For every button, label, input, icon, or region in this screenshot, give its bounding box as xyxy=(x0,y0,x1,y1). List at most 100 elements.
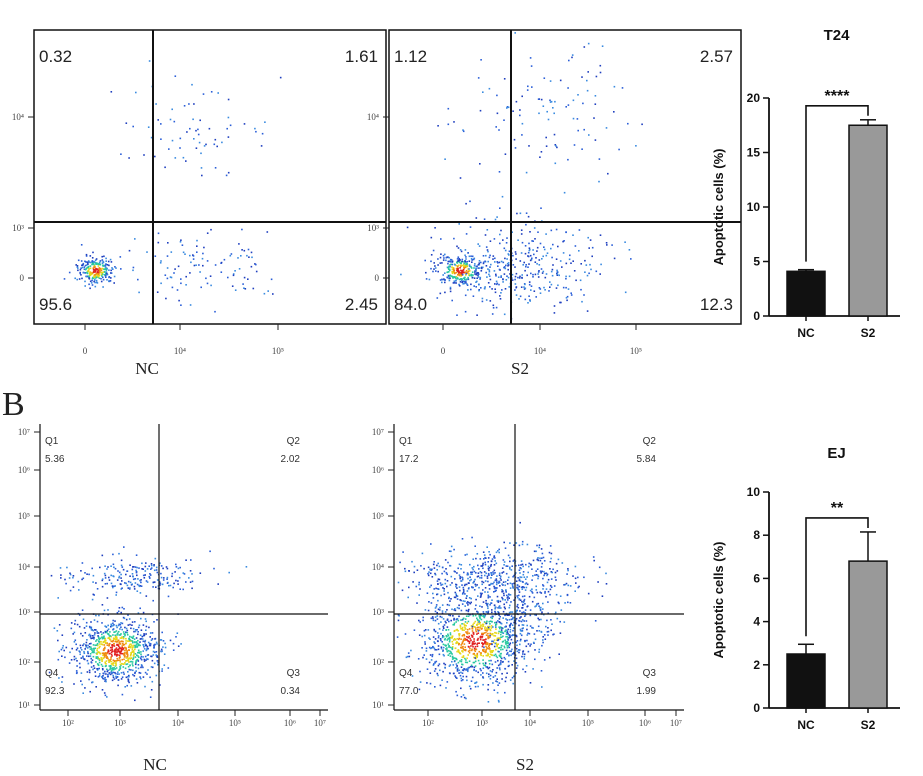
event-dot xyxy=(525,582,528,584)
event-dot xyxy=(438,663,441,665)
event-dot xyxy=(103,692,106,694)
event-dot xyxy=(529,231,531,233)
event-dot xyxy=(227,171,230,174)
event-dot xyxy=(135,661,137,664)
event-dot xyxy=(166,567,169,570)
event-dot xyxy=(438,653,441,656)
event-dot xyxy=(428,571,430,573)
event-dot xyxy=(506,645,508,647)
event-dot xyxy=(92,262,95,264)
event-dot xyxy=(503,594,505,597)
event-dot xyxy=(88,272,91,275)
event-dot xyxy=(149,636,151,638)
event-dot xyxy=(441,604,444,606)
event-dot xyxy=(126,652,129,655)
event-dot xyxy=(550,247,552,250)
event-dot xyxy=(111,679,114,682)
event-dot xyxy=(91,598,94,601)
event-dot xyxy=(476,642,479,645)
event-dot xyxy=(503,603,505,606)
event-dot xyxy=(408,655,411,658)
event-dot xyxy=(433,628,435,631)
event-dot xyxy=(456,278,458,280)
event-dot xyxy=(525,223,527,226)
event-dot xyxy=(467,278,470,281)
event-dot xyxy=(470,257,473,260)
event-dot xyxy=(102,668,104,671)
event-dot xyxy=(156,571,159,574)
event-dot xyxy=(489,636,491,638)
event-dot xyxy=(123,654,126,656)
event-dot xyxy=(521,600,523,603)
event-dot xyxy=(519,628,522,631)
event-dot xyxy=(157,119,159,121)
event-dot xyxy=(534,238,536,240)
event-dot xyxy=(487,580,489,583)
event-dot xyxy=(125,647,127,649)
event-dot xyxy=(185,275,187,278)
event-dot xyxy=(448,265,450,268)
event-dot xyxy=(435,605,438,608)
event-dot xyxy=(473,661,476,664)
event-dot xyxy=(509,556,511,559)
y-tick-label: 0 xyxy=(20,273,25,283)
event-dot xyxy=(501,195,504,198)
event-dot xyxy=(132,657,135,659)
event-dot xyxy=(567,87,569,89)
event-dot xyxy=(210,91,213,93)
event-dot xyxy=(100,280,103,283)
event-dot xyxy=(484,651,486,654)
event-dot xyxy=(495,273,497,276)
event-dot xyxy=(437,635,440,637)
event-dot xyxy=(89,287,91,290)
event-dot xyxy=(502,559,505,561)
y-tick-label: 0 xyxy=(375,273,380,283)
event-dot xyxy=(131,568,134,571)
event-dot xyxy=(487,596,490,599)
event-dot xyxy=(517,276,519,279)
event-dot xyxy=(94,632,96,634)
event-dot xyxy=(539,559,542,562)
event-dot xyxy=(153,569,156,572)
event-dot xyxy=(537,276,540,278)
event-dot xyxy=(96,282,99,284)
event-dot xyxy=(156,579,159,581)
event-dot xyxy=(108,276,110,279)
event-dot xyxy=(421,552,424,555)
event-dot xyxy=(482,625,484,627)
event-dot xyxy=(594,95,597,97)
event-dot xyxy=(132,655,135,657)
event-dot xyxy=(497,262,499,264)
event-dot xyxy=(151,638,154,640)
event-dot xyxy=(485,572,487,575)
event-dot xyxy=(458,651,461,654)
event-dot xyxy=(98,661,101,664)
event-dot xyxy=(495,126,497,128)
event-dot xyxy=(128,588,131,590)
event-dot xyxy=(479,605,481,607)
event-dot xyxy=(538,264,541,266)
event-dot xyxy=(427,574,430,577)
event-dot xyxy=(512,587,514,589)
event-dot xyxy=(480,669,482,672)
event-dot xyxy=(488,584,490,586)
event-dot xyxy=(524,671,527,673)
event-dot xyxy=(128,637,130,640)
event-dot xyxy=(519,212,522,215)
event-dot xyxy=(186,131,188,133)
event-dot xyxy=(505,601,508,604)
event-dot xyxy=(601,45,604,47)
event-dot xyxy=(136,590,139,592)
event-dot xyxy=(457,667,459,670)
event-dot xyxy=(119,652,121,654)
event-dot xyxy=(536,574,539,576)
event-dot xyxy=(467,582,470,584)
event-dot xyxy=(457,260,459,262)
event-dot xyxy=(136,574,138,577)
event-dot xyxy=(89,653,92,655)
event-dot xyxy=(507,639,510,641)
event-dot xyxy=(461,629,464,631)
event-dot xyxy=(175,563,177,566)
event-dot xyxy=(85,255,88,257)
